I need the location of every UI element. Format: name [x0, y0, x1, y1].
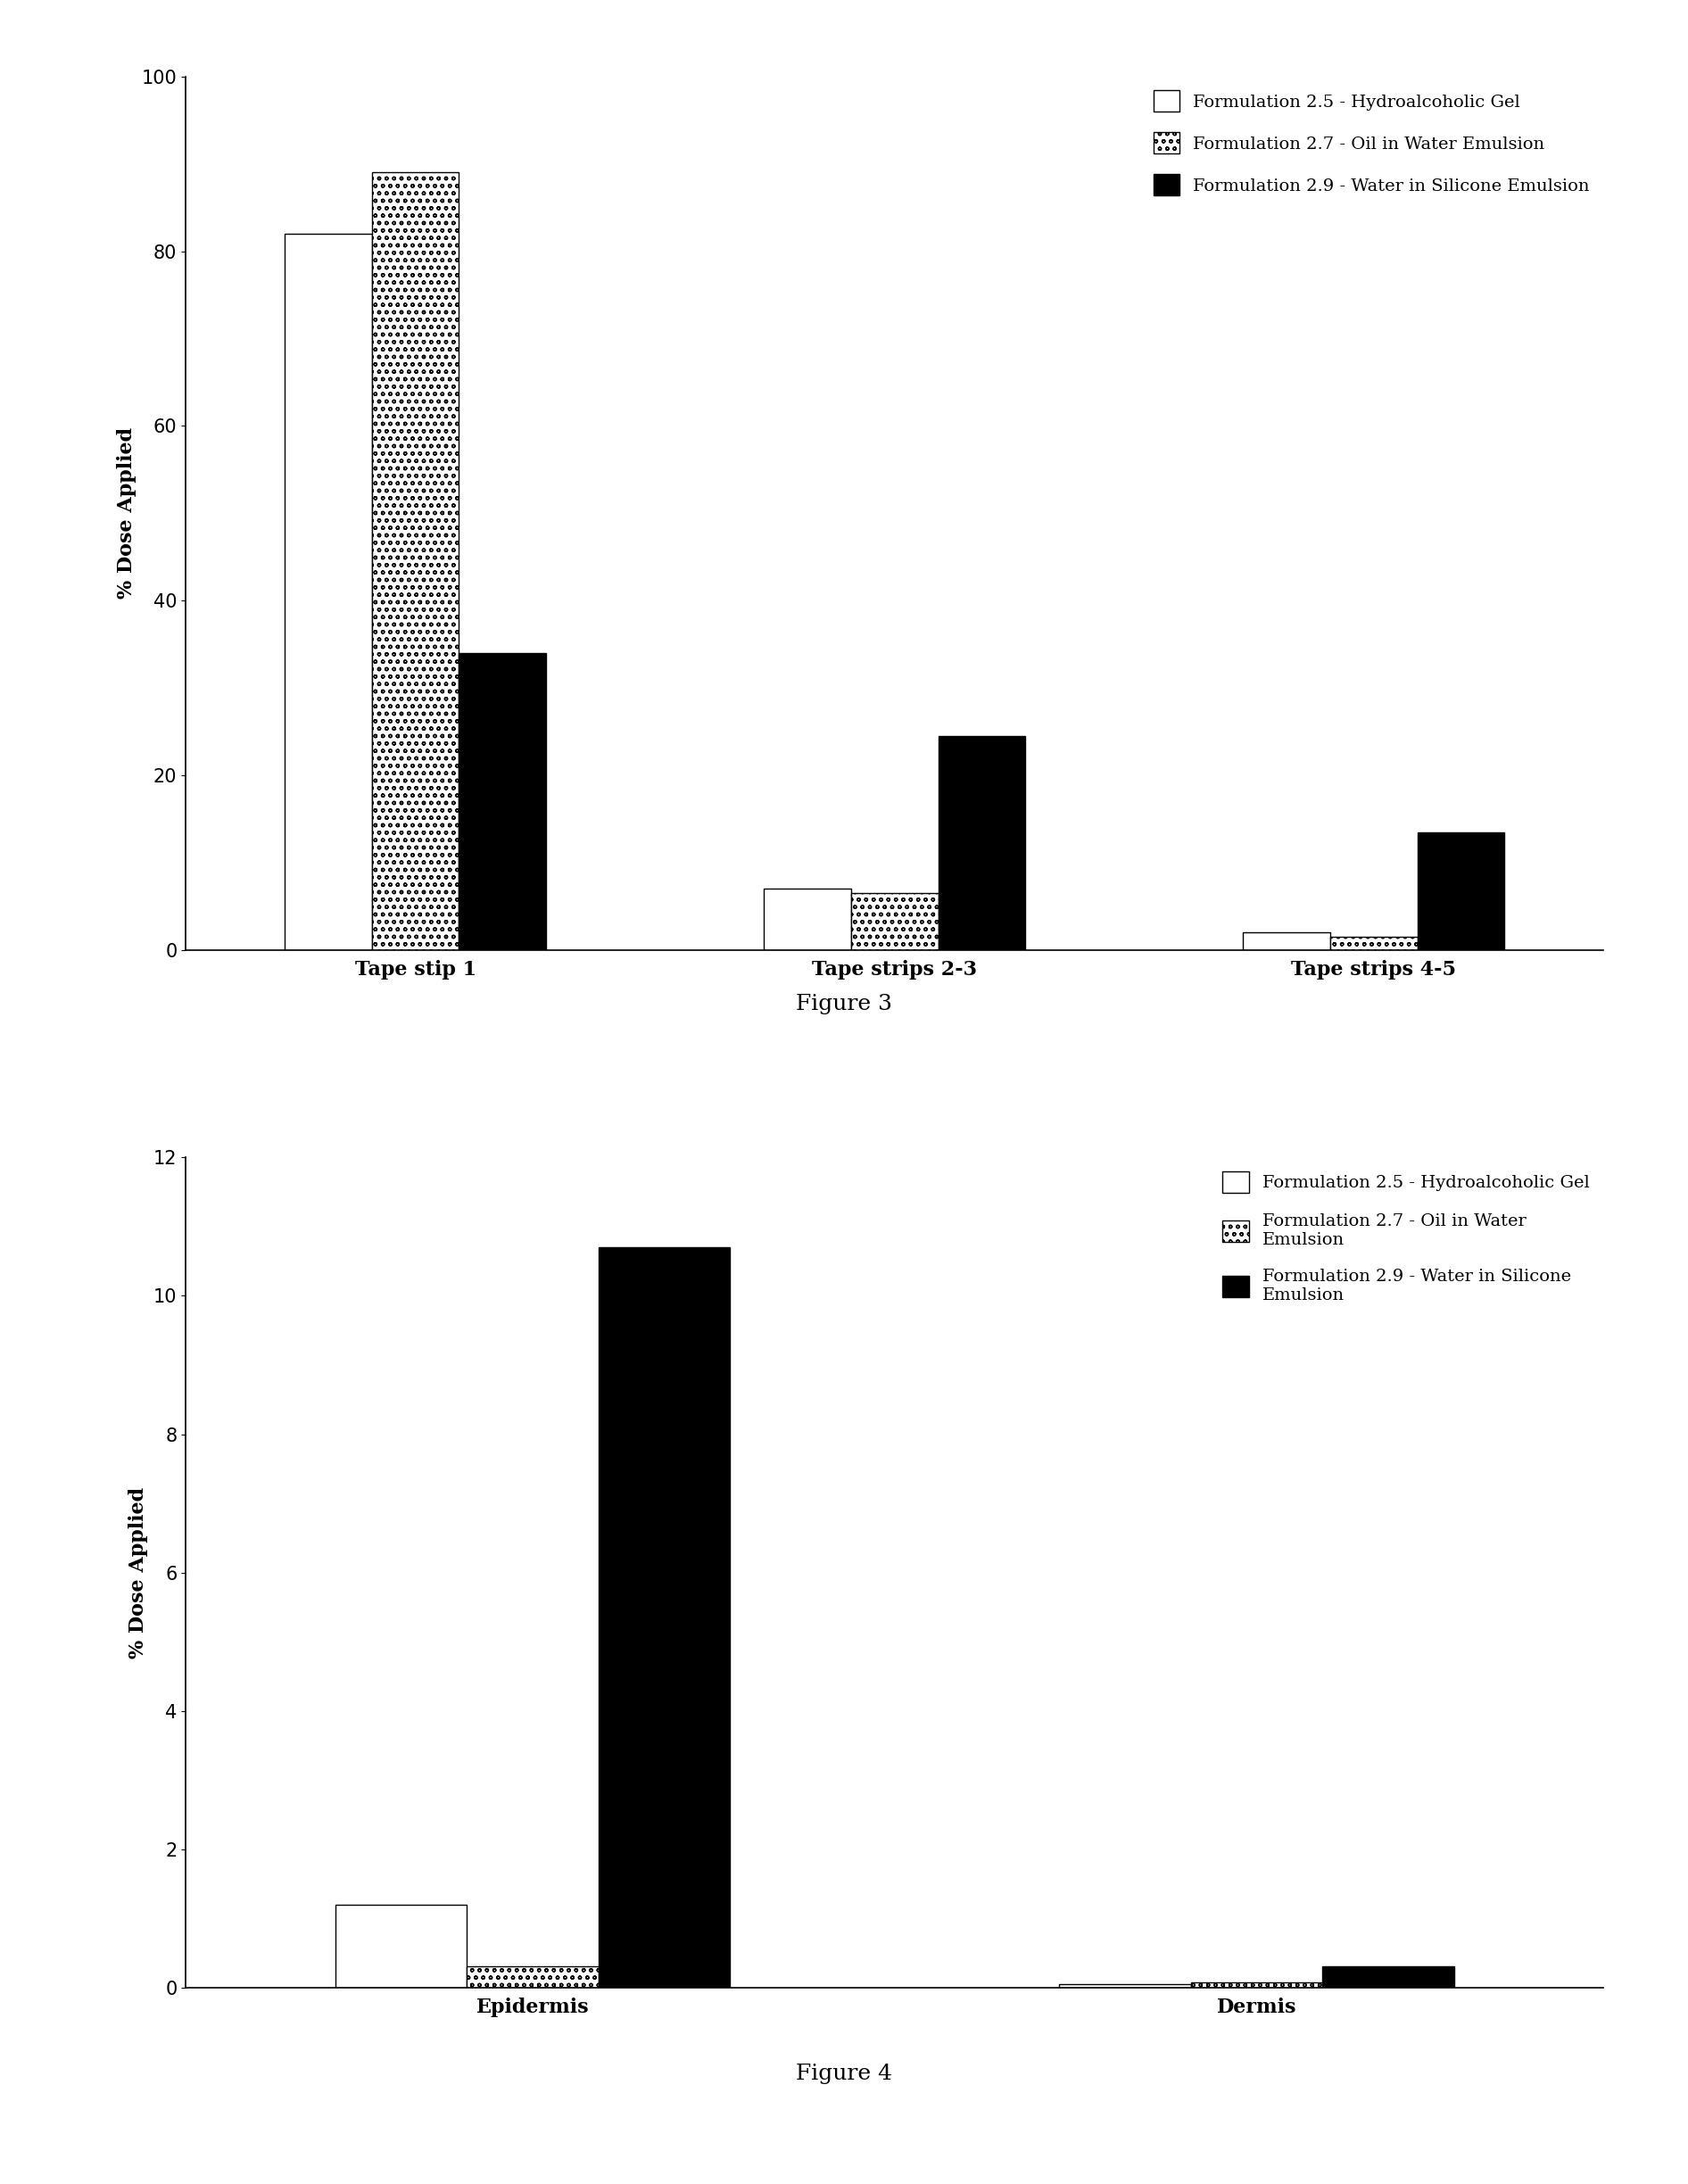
- Y-axis label: % Dose Applied: % Dose Applied: [128, 1487, 149, 1658]
- Bar: [1190, 1983, 1322, 1987]
- Bar: [468, 1966, 599, 1987]
- Bar: [285, 234, 371, 950]
- Text: Figure 3: Figure 3: [795, 994, 893, 1013]
- Legend: Formulation 2.5 - Hydroalcoholic Gel, Formulation 2.7 - Oil in Water
Emulsion, F: Formulation 2.5 - Hydroalcoholic Gel, Fo…: [1217, 1166, 1595, 1308]
- Bar: [336, 1904, 468, 1987]
- Bar: [1330, 937, 1418, 950]
- Legend: Formulation 2.5 - Hydroalcoholic Gel, Formulation 2.7 - Oil in Water Emulsion, F: Formulation 2.5 - Hydroalcoholic Gel, Fo…: [1148, 85, 1595, 201]
- Y-axis label: % Dose Applied: % Dose Applied: [116, 428, 137, 598]
- Bar: [939, 736, 1025, 950]
- Bar: [851, 893, 939, 950]
- Bar: [765, 889, 851, 950]
- Bar: [1058, 1983, 1190, 1987]
- Bar: [371, 173, 459, 950]
- Bar: [459, 653, 547, 950]
- Text: Figure 4: Figure 4: [795, 2064, 893, 2084]
- Bar: [599, 1247, 731, 1987]
- Bar: [1418, 832, 1504, 950]
- Bar: [1322, 1966, 1453, 1987]
- Bar: [1242, 933, 1330, 950]
